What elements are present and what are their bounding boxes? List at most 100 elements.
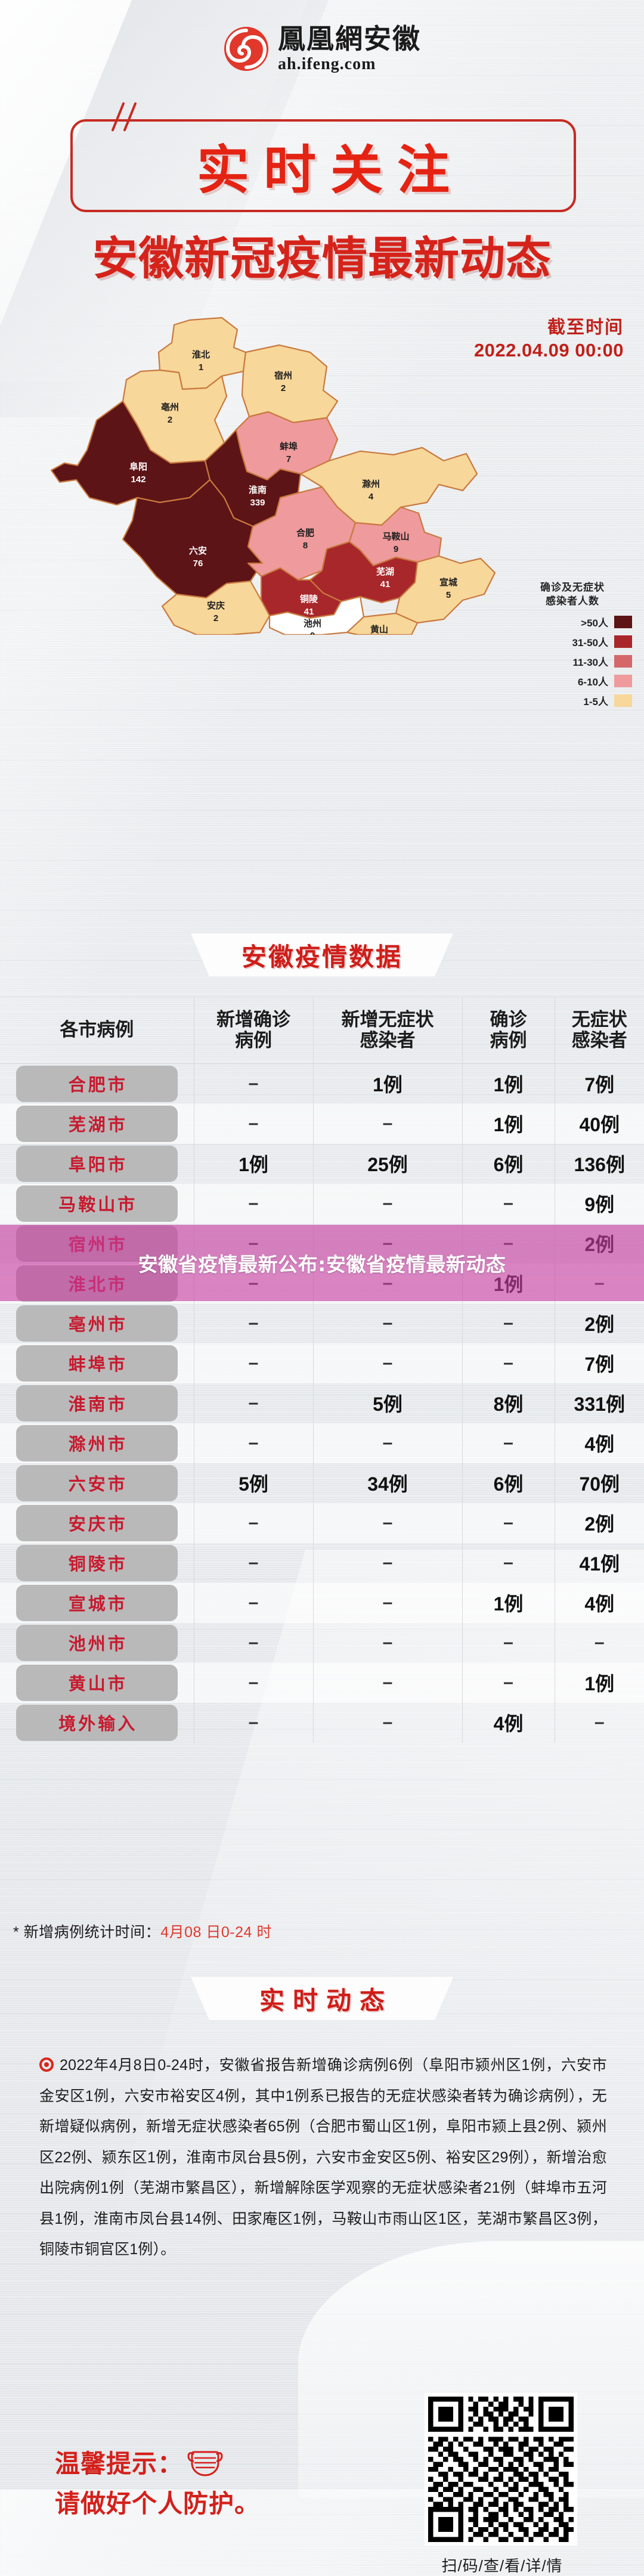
table-row: 蚌埠市–––7例 [0,1343,644,1383]
legend-row-6-10: 6-10人 [513,674,632,688]
table-cell-new-asymptomatic: – [313,1343,462,1383]
map-label-anqing: 安庆 [207,600,225,611]
table-cell-confirmed: 4例 [462,1703,555,1743]
qr-caption: 扫/码/查/看/详/情 [425,2554,580,2576]
table-cell-new-asymptomatic: – [313,1184,462,1224]
map-value-huaibei: 1 [199,362,203,373]
legend-swatch-11-30 [614,655,632,668]
map-label-bengbu: 蚌埠 [280,441,298,452]
city-pill: 安庆市 [16,1505,178,1541]
table-cell-new-asymptomatic: – [313,1543,462,1583]
table-cell-new-confirmed: – [194,1343,313,1383]
watermark-text: 安徽省疫情最新公布:安徽省疫情最新动态 [138,1249,506,1277]
table-cell-confirmed: – [462,1184,555,1224]
qr-code-block[interactable]: 扫/码/查/看/详/情 [425,2393,580,2576]
table-row: 亳州市–––2例 [0,1303,644,1343]
table-cell-city: 六安市 [0,1463,194,1503]
table-cell-asymptomatic: 9例 [555,1184,644,1224]
table-cell-new-asymptomatic: – [313,1303,462,1343]
table-cell-new-confirmed: 5例 [194,1463,313,1503]
table-header-row: 各市病例 新增确诊 病例 新增无症状 感染者 确诊 病例 无症状 感染者 [0,997,644,1064]
table-cell-new-confirmed: – [194,1663,313,1703]
table-cell-city: 宣城市 [0,1583,194,1623]
table-cell-new-asymptomatic: 34例 [313,1463,462,1503]
safety-tip: 温馨提示： 请做好个人防护。 [55,2444,260,2520]
city-pill: 滁州市 [16,1425,178,1461]
table-cell-asymptomatic: 2例 [555,1303,644,1343]
city-pill: 六安市 [16,1465,178,1501]
city-pill: 境外输入 [16,1705,178,1741]
qr-code-icon[interactable] [425,2393,577,2546]
col-header-new-confirmed: 新增确诊 病例 [194,997,313,1064]
phoenix-swirl-icon [223,26,270,72]
city-pill: 黄山市 [16,1665,178,1701]
city-pill: 铜陵市 [16,1545,178,1581]
col-header-new-confirmed-l2: 病例 [194,1031,313,1051]
map-label-huainan: 淮南 [249,485,267,495]
page-title: 实时关注 [70,119,576,212]
table-cell-new-confirmed: – [194,1383,313,1423]
table-footnote: * 新增病例统计时间：4月08 日0-24 时 [13,1920,272,1942]
tip-line2: 请做好个人防护。 [55,2484,260,2520]
table-cell-new-confirmed: – [194,1423,313,1463]
section-banner-data: 安徽疫情数据 [0,933,644,976]
table-row: 境外输入––4例– [0,1703,644,1743]
table-cell-confirmed: – [462,1543,555,1583]
table-row: 黄山市–––1例 [0,1663,644,1703]
legend-row-31-50: 31-50人 [513,634,632,649]
table-cell-new-asymptomatic: – [313,1104,462,1144]
table-cell-new-confirmed: – [194,1064,313,1104]
table-cell-asymptomatic: 331例 [555,1383,644,1423]
table-cell-city: 安庆市 [0,1503,194,1543]
table-cell-confirmed: 6例 [462,1463,555,1503]
legend-title-line2: 感染者人数 [513,595,632,609]
table-cell-new-confirmed: – [194,1104,313,1144]
table-cell-new-confirmed: – [194,1543,313,1583]
table-cell-confirmed: – [462,1623,555,1663]
map-label-bozhou: 亳州 [161,402,179,412]
tip-label: 温馨提示： [55,2444,183,2480]
table-cell-new-confirmed: – [194,1184,313,1224]
table-cell-new-asymptomatic: – [313,1583,462,1623]
legend-swatch-31-50 [614,635,632,648]
table-cell-city: 淮南市 [0,1383,194,1423]
table-cell-asymptomatic: 4例 [555,1423,644,1463]
table-cell-city: 黄山市 [0,1663,194,1703]
table-cell-new-asymptomatic: – [313,1423,462,1463]
epidemic-data-table: 各市病例 新增确诊 病例 新增无症状 感染者 确诊 病例 无症状 感染者 合肥市… [0,997,644,1743]
map-value-bozhou: 2 [168,415,172,425]
legend-label-11-30: 11-30人 [572,654,608,669]
map-legend: 确诊及无症状 感染者人数 >50人 31-50人 11-30人 6-10人 1-… [513,581,632,713]
table-row: 铜陵市–––41例 [0,1543,644,1583]
map-label-suzhou: 宿州 [274,370,292,381]
live-update-text: 2022年4月8日0-24时，安徽省报告新增确诊病例6例（阜阳市颍州区1例，六安… [39,2057,607,2258]
legend-label-6-10: 6-10人 [578,674,608,688]
legend-label-1-5: 1-5人 [583,693,608,708]
map-label-tongling: 铜陵 [300,594,318,604]
footnote-highlight: 4月08 日0-24 时 [160,1924,272,1941]
map-label-fuyang: 阜阳 [129,461,147,472]
table-cell-asymptomatic: 2例 [555,1503,644,1543]
table-cell-city: 滁州市 [0,1423,194,1463]
table-cell-city: 境外输入 [0,1703,194,1743]
banner-label-data: 安徽疫情数据 [191,933,453,976]
live-update-paragraph: 2022年4月8日0-24时，安徽省报告新增确诊病例6例（阜阳市颍州区1例，六安… [39,2050,607,2265]
legend-row-1-5: 1-5人 [513,693,632,708]
face-mask-icon [187,2447,224,2477]
map-label-huangshan: 黄山 [370,624,388,635]
table-row: 滁州市–––4例 [0,1423,644,1463]
legend-label-gt50: >50人 [581,614,608,629]
table-cell-confirmed: 1例 [462,1583,555,1623]
table-cell-city: 池州市 [0,1623,194,1663]
city-pill: 蚌埠市 [16,1345,178,1382]
table-cell-asymptomatic: – [555,1703,644,1743]
table-cell-new-confirmed: 1例 [194,1144,313,1184]
map-value-tongling: 41 [304,607,314,617]
table-cell-city: 蚌埠市 [0,1343,194,1383]
city-pill: 淮南市 [16,1385,178,1422]
table-cell-asymptomatic: 4例 [555,1583,644,1623]
